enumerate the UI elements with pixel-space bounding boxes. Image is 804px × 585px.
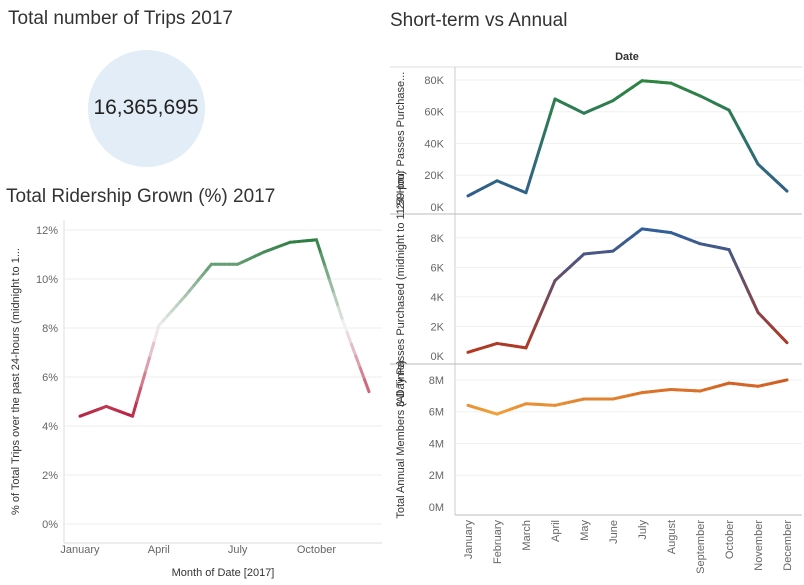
ridership-line-segment	[131, 399, 139, 418]
ridership-line-segment	[328, 278, 336, 296]
panel-y-tick-label: 6K	[431, 262, 445, 274]
panel-y-tick-label: 8M	[429, 375, 444, 387]
ridership-x-axis-title: Month of Date [2017]	[172, 567, 275, 579]
ridership-line-segment	[314, 238, 323, 255]
ridership-line-segment	[148, 339, 156, 358]
ridership-line-segment	[332, 292, 340, 309]
ridership-line-segment	[358, 366, 367, 382]
panel-1-line-segment	[732, 117, 741, 130]
ridership-line-segment	[336, 305, 345, 323]
month-x-tick-label: February	[492, 520, 504, 565]
ridership-line-segment	[345, 330, 353, 346]
ridership-y-tick-label: 4%	[42, 421, 58, 433]
ridership-x-tick-label: April	[148, 544, 170, 556]
panel-1-line-segment	[737, 126, 745, 139]
ridership-y-tick-label: 10%	[36, 274, 58, 286]
month-x-tick-label: November	[753, 520, 765, 571]
panel-2-line-segment	[751, 300, 760, 314]
month-x-tick-label: August	[666, 520, 678, 554]
panel-1-line-segment	[742, 135, 750, 148]
ridership-line-segment	[152, 324, 161, 343]
panel-2-line-segment	[737, 269, 745, 283]
panel-1-line-segment	[543, 113, 552, 132]
panel-2-line-segment	[529, 323, 538, 339]
panel-2-line-segment	[539, 301, 547, 316]
panel-2-line-segment	[727, 248, 736, 262]
ridership-x-tick-label: July	[228, 544, 248, 556]
panel-2-line-segment	[524, 335, 533, 350]
panel-1-line-segment	[524, 175, 533, 195]
panel-y-tick-label: 0M	[429, 502, 444, 514]
ridership-y-tick-label: 8%	[42, 323, 58, 335]
month-x-tick-label: December	[782, 520, 794, 571]
month-x-tick-label: January	[463, 520, 475, 560]
ridership-chart-title: Total Ridership Grown (%) 2017	[6, 186, 276, 207]
panel-y-tick-label: 2K	[431, 321, 445, 333]
ridership-line-segment	[363, 378, 371, 394]
month-x-tick-label: July	[637, 520, 649, 540]
ridership-x-tick-label: October	[297, 544, 336, 556]
panel-y-tick-label: 4K	[431, 292, 445, 304]
ridership-line-segment	[135, 384, 143, 403]
month-x-tick-label: June	[608, 520, 620, 544]
month-x-tick-label: October	[724, 520, 736, 559]
panel-y-tick-label: 40K	[424, 138, 444, 150]
month-x-tick-label: March	[521, 520, 533, 551]
panel-y-tick-label: 4M	[429, 438, 444, 450]
ridership-line-segment	[341, 319, 349, 334]
short-vs-annual-title: Short-term vs Annual	[390, 10, 568, 31]
panel-y-tick-label: 6M	[429, 407, 444, 419]
panel-1-line-segment	[780, 185, 789, 193]
panel-1-line-segment	[534, 144, 542, 163]
column-header-date: Date	[615, 51, 639, 63]
panel-3-line-segment	[780, 378, 789, 383]
panel-y-tick-label: 20K	[424, 170, 444, 182]
panel-y-axis-title: Total Annual Members (All Time)	[395, 360, 407, 518]
panel-2-line-segment	[548, 279, 557, 294]
panel-2-line-segment	[543, 290, 552, 305]
panel-y-axis-title: 24-Hour Passes Purchase...	[395, 72, 407, 210]
kpi-value: 16,365,695	[93, 96, 199, 119]
ridership-line-segment	[139, 369, 148, 388]
panel-2-line-segment	[732, 258, 741, 273]
panel-1-line-segment	[548, 97, 557, 117]
panel-y-tick-label: 60K	[424, 107, 444, 119]
panel-2-line-segment	[746, 289, 755, 304]
ridership-line-segment	[349, 342, 358, 358]
panel-1-line-segment	[529, 159, 538, 179]
panel-1-line-segment	[751, 153, 760, 166]
panel-y-axis-title: 3-Day Passes Purchased (midnight to 11:5…	[395, 171, 407, 407]
ridership-line-segment	[319, 251, 327, 269]
panel-1-line-segment	[727, 108, 736, 121]
ridership-y-axis-title: % of Total Trips over the past 24-hours …	[10, 248, 22, 515]
ridership-line-segment	[144, 354, 152, 373]
panel-y-tick-label: 2M	[429, 470, 444, 482]
month-x-tick-label: September	[695, 520, 707, 574]
panel-1-line-segment	[539, 128, 547, 148]
ridership-x-tick-label: January	[60, 544, 100, 556]
panel-2-line-segment	[742, 279, 750, 293]
month-x-tick-label: April	[550, 520, 562, 542]
panel-1-line-segment	[746, 144, 755, 157]
ridership-y-tick-label: 6%	[42, 372, 58, 384]
ridership-y-tick-label: 0%	[42, 519, 58, 531]
panel-y-tick-label: 0K	[431, 351, 445, 363]
panel-2-line-segment	[534, 312, 542, 327]
ridership-chart: 0% 2% 4% 6% 8% 10% 12% January April July October M…	[10, 220, 382, 579]
ridership-line-segment	[323, 265, 332, 282]
month-x-tick-label: May	[579, 520, 591, 541]
ridership-y-tick-label: 12%	[36, 225, 58, 237]
ridership-y-tick-label: 2%	[42, 470, 58, 482]
panel-2-line-segment	[780, 336, 789, 345]
ridership-line-segment	[354, 354, 362, 370]
panel-y-tick-label: 80K	[424, 75, 444, 87]
kpi-title: Total number of Trips 2017	[8, 8, 233, 29]
panel-y-tick-label: 8K	[431, 233, 445, 245]
panel-y-tick-label: 0K	[431, 202, 445, 214]
kpi-circle	[88, 50, 205, 167]
short-vs-annual-chart: Date 0K 20K 40K 60K 80K 24-Hour Passes Purchas…	[390, 51, 802, 574]
